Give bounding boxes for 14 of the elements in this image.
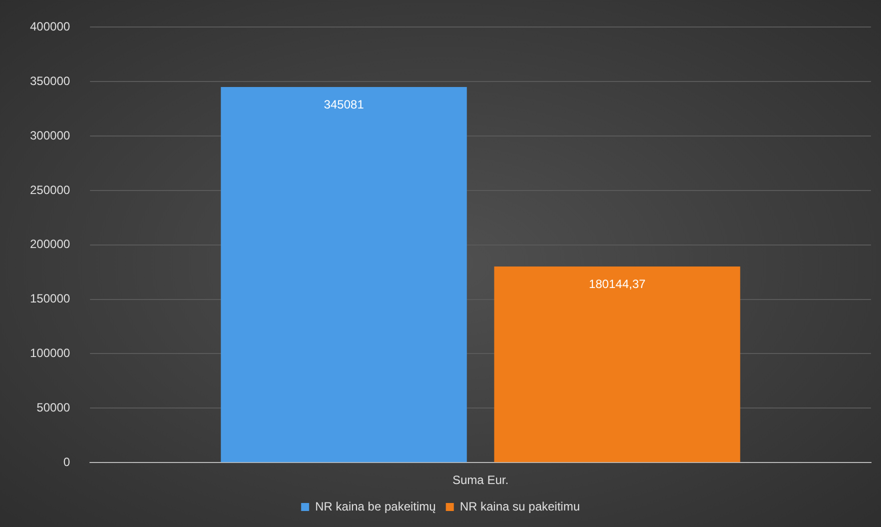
data-label: 180144,37: [588, 276, 646, 291]
y-tick-label: 50000: [36, 400, 70, 414]
y-tick-label: 250000: [30, 182, 70, 197]
y-tick-label: 300000: [30, 128, 70, 142]
y-tick-label: 200000: [30, 237, 70, 252]
y-tick-label: 350000: [30, 74, 70, 88]
y-tick-label: 150000: [30, 292, 70, 306]
x-tick-label: Suma Eur.: [452, 473, 509, 488]
data-label: 345081: [324, 97, 364, 112]
legend-label: NR kaina su pakeitimu: [460, 499, 580, 514]
y-tick-label: 400000: [30, 20, 70, 34]
y-tick-label: 0: [63, 454, 70, 469]
y-tick-label: 100000: [30, 346, 70, 360]
legend-label: NR kaina be pakeitimų: [315, 499, 436, 514]
